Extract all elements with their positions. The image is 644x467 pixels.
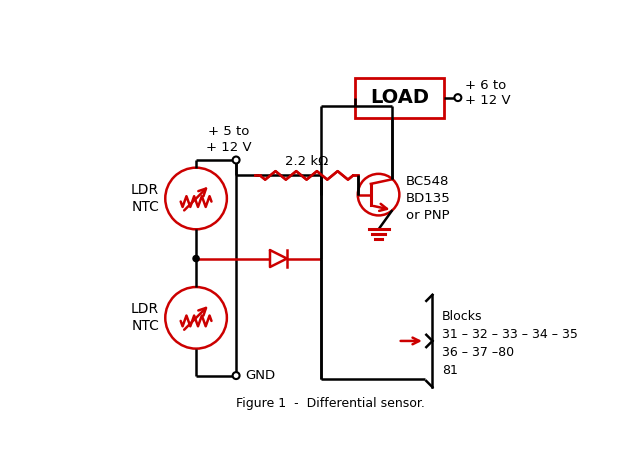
Text: LDR
NTC: LDR NTC <box>131 302 159 333</box>
Text: GND: GND <box>245 369 276 382</box>
Text: LOAD: LOAD <box>370 88 430 107</box>
Text: 2.2 kΩ: 2.2 kΩ <box>285 155 328 168</box>
Text: + 6 to
+ 12 V: + 6 to + 12 V <box>465 79 511 107</box>
Circle shape <box>193 255 199 262</box>
Circle shape <box>455 94 461 101</box>
FancyBboxPatch shape <box>355 78 444 118</box>
Text: Blocks
31 – 32 – 33 – 34 – 35
36 – 37 –80
81: Blocks 31 – 32 – 33 – 34 – 35 36 – 37 –8… <box>442 310 578 377</box>
Text: + 5 to
+ 12 V: + 5 to + 12 V <box>205 125 251 154</box>
Text: LDR
NTC: LDR NTC <box>131 183 159 214</box>
Circle shape <box>232 372 240 379</box>
Text: BC548
BD135
or PNP: BC548 BD135 or PNP <box>406 175 450 222</box>
Circle shape <box>232 156 240 163</box>
Text: Figure 1  -  Differential sensor.: Figure 1 - Differential sensor. <box>236 397 424 410</box>
